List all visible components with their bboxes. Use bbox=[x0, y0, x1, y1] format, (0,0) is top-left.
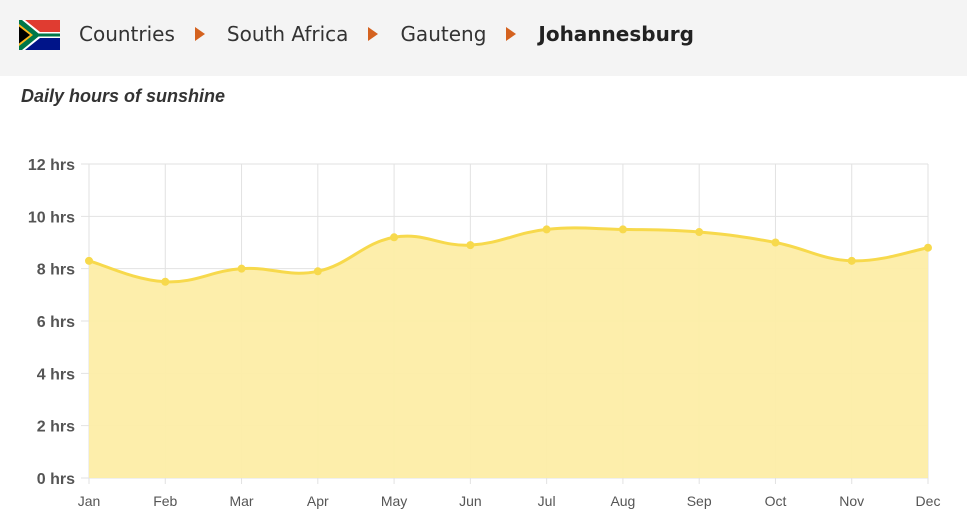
south-africa-flag-icon bbox=[19, 20, 60, 50]
x-tick-label: Jun bbox=[459, 493, 482, 509]
x-tick-label: Apr bbox=[307, 493, 329, 509]
breadcrumb-current-johannesburg: Johannesburg bbox=[538, 22, 694, 46]
data-point-dec[interactable] bbox=[924, 243, 932, 252]
breadcrumb-separator-icon bbox=[194, 27, 205, 41]
data-point-mar[interactable] bbox=[237, 264, 246, 273]
data-point-aug[interactable] bbox=[618, 225, 627, 234]
x-tick-label: Oct bbox=[765, 493, 787, 509]
sunshine-area bbox=[89, 227, 928, 478]
data-point-may[interactable] bbox=[390, 233, 399, 242]
x-tick-label: Aug bbox=[610, 493, 635, 509]
data-point-feb[interactable] bbox=[161, 277, 170, 286]
data-point-sep[interactable] bbox=[695, 228, 704, 237]
breadcrumb-separator-icon bbox=[368, 27, 379, 41]
y-tick-label: 2 hrs bbox=[37, 419, 75, 436]
breadcrumb-countries[interactable]: Countries bbox=[79, 22, 175, 46]
x-axis-ticks: Jan Feb Mar Apr May Jun Jul Aug Sep Oct Nov Dec bbox=[78, 493, 941, 509]
y-tick-label: 10 hrs bbox=[28, 209, 75, 226]
y-tick-label: 8 hrs bbox=[37, 262, 75, 279]
x-tick-label: Jan bbox=[78, 493, 101, 509]
x-tick-label: Dec bbox=[916, 493, 941, 509]
x-tick-label: Nov bbox=[839, 493, 864, 509]
data-point-jun[interactable] bbox=[466, 241, 475, 250]
x-tick-label: Feb bbox=[153, 493, 177, 509]
y-tick-label: 6 hrs bbox=[37, 314, 75, 331]
breadcrumb-separator-icon bbox=[506, 27, 517, 41]
breadcrumb-south-africa[interactable]: South Africa bbox=[226, 22, 349, 46]
data-point-oct[interactable] bbox=[771, 238, 780, 247]
breadcrumb-gauteng[interactable]: Gauteng bbox=[400, 22, 487, 46]
y-axis-ticks: 0 hrs 2 hrs 4 hrs 6 hrs 8 hrs 10 hrs 12 hrs bbox=[28, 157, 75, 488]
x-tick-label: Sep bbox=[687, 493, 712, 509]
data-point-jul[interactable] bbox=[542, 225, 551, 234]
breadcrumb: Countries South Africa Gauteng Johannesb… bbox=[79, 0, 694, 68]
data-point-apr[interactable] bbox=[313, 267, 322, 276]
y-tick-label: 12 hrs bbox=[28, 157, 75, 174]
x-tick-label: Jul bbox=[538, 493, 556, 509]
data-point-jan[interactable] bbox=[85, 256, 93, 265]
sunshine-points bbox=[85, 225, 932, 286]
x-tick-label: Mar bbox=[229, 493, 253, 509]
data-point-nov[interactable] bbox=[847, 256, 856, 265]
y-tick-label: 0 hrs bbox=[37, 471, 75, 488]
breadcrumb-bar: Countries South Africa Gauteng Johannesb… bbox=[0, 0, 967, 76]
y-tick-label: 4 hrs bbox=[37, 366, 75, 383]
chart-title: Daily hours of sunshine bbox=[21, 86, 226, 106]
x-tick-label: May bbox=[381, 493, 407, 509]
sunshine-line bbox=[88, 226, 929, 284]
